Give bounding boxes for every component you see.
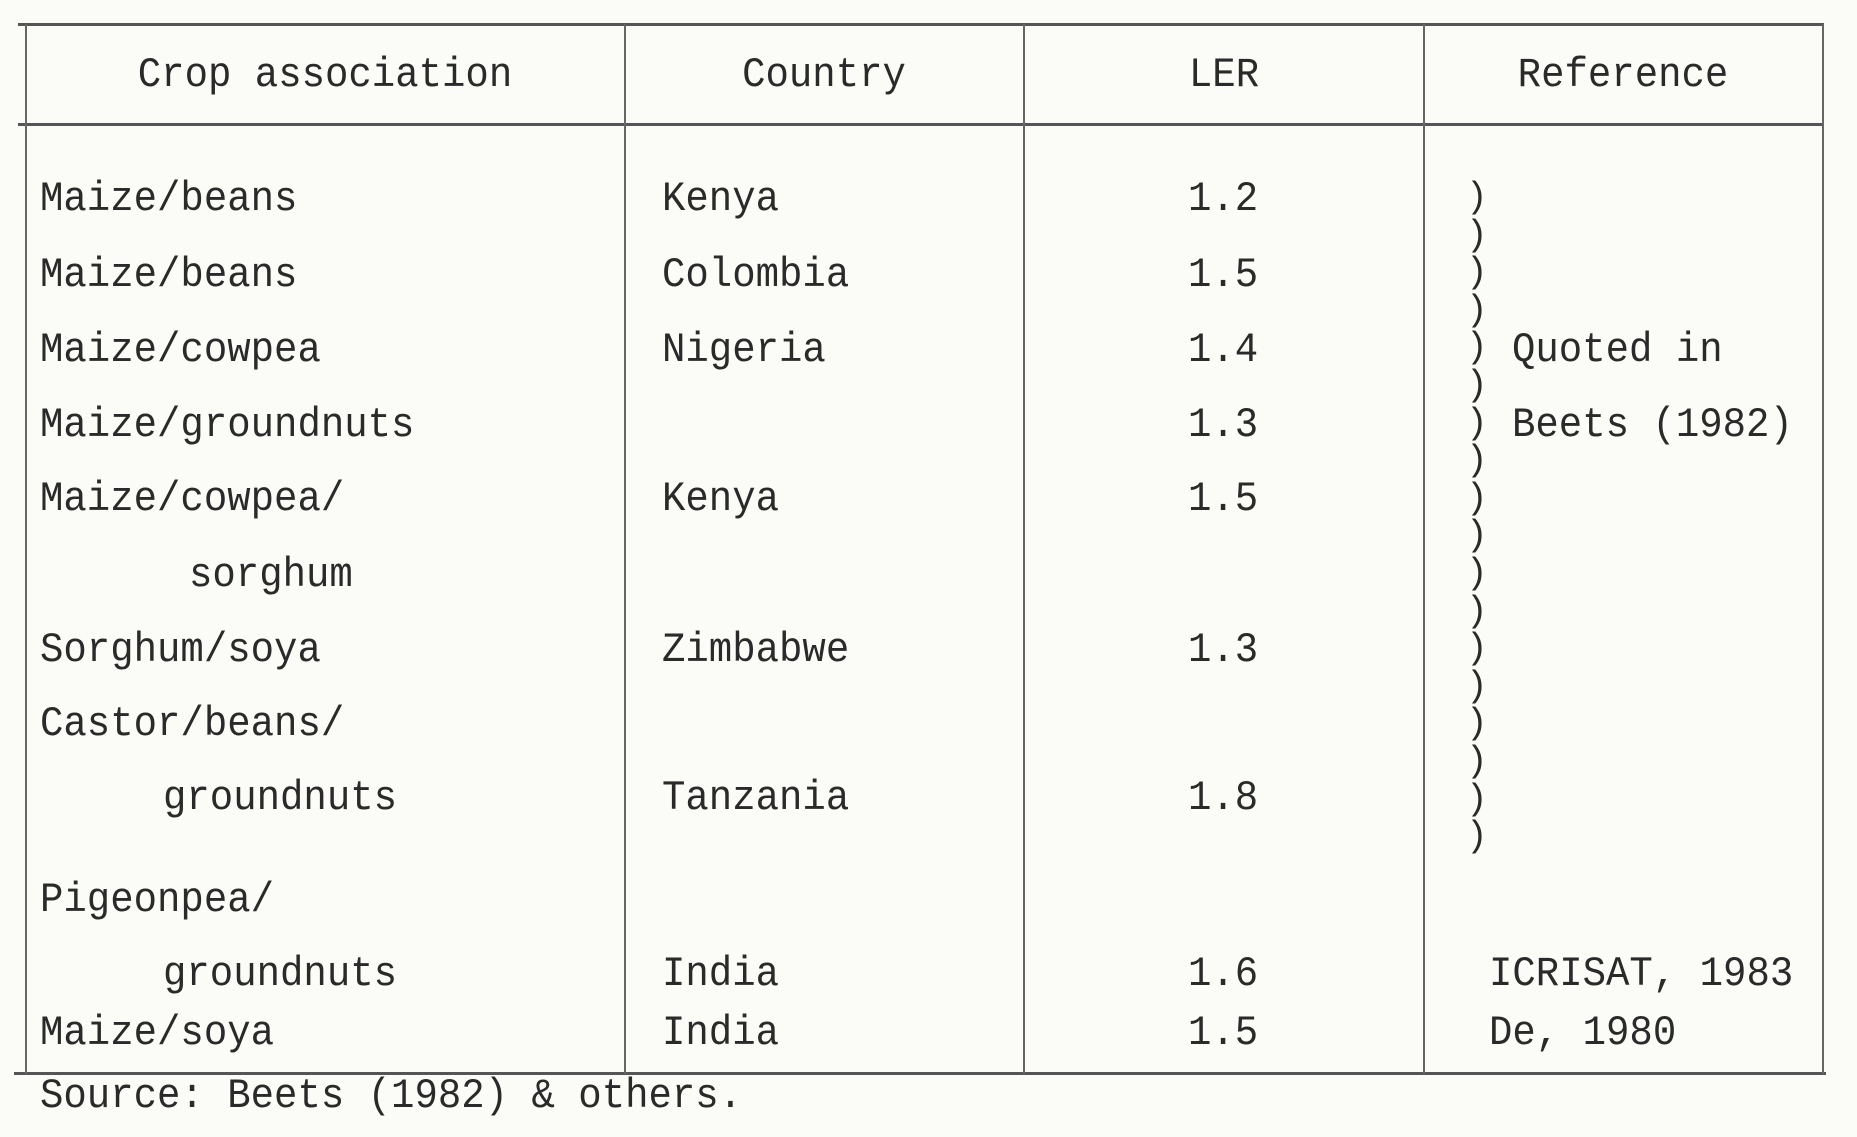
column-divider (1822, 24, 1824, 1074)
cell-crop: Maize/cowpea (40, 326, 321, 374)
bracket-glyph: ) (1466, 327, 1488, 369)
header-ler: LER (1188, 51, 1260, 99)
cell-crop: Pigeonpea/ (40, 876, 275, 924)
cell-country: Zimbabwe (662, 626, 850, 674)
bracket-glyph: ) (1466, 252, 1488, 294)
cell-country: Colombia (662, 251, 850, 299)
column-divider (1023, 24, 1025, 1074)
cell-ler: 1.5 (1188, 251, 1259, 299)
cell-country: Tanzania (662, 774, 850, 822)
cell-country: India (662, 950, 780, 998)
bracket-glyph: ) (1466, 590, 1488, 632)
bracket-glyph: ) (1466, 628, 1488, 670)
bracket-glyph: ) (1466, 665, 1488, 707)
column-divider (624, 24, 626, 1074)
header-reference: Reference (1517, 51, 1729, 99)
cell-ler: 1.5 (1188, 475, 1259, 523)
cell-reference: ICRISAT, 1983 (1489, 950, 1794, 998)
cell-crop-continued: sorghum (189, 551, 353, 599)
bracket-glyph: ) (1466, 816, 1488, 858)
bracket-glyph: ) (1466, 289, 1488, 331)
bracket-glyph: ) (1466, 214, 1488, 256)
table-top-rule (18, 23, 1824, 26)
bracket-glyph: ) (1466, 703, 1488, 745)
bracket-glyph: ) (1466, 553, 1488, 594)
cell-crop: Maize/beans (40, 175, 298, 223)
cell-crop: Sorghum/soya (40, 626, 321, 674)
bracket-glyph: ) (1466, 440, 1488, 482)
cell-ler: 1.3 (1188, 626, 1259, 674)
source-note: Source: Beets (1982) & others. (40, 1072, 743, 1120)
header-bottom-rule (18, 123, 1824, 126)
cell-crop: Maize/soya (40, 1009, 275, 1057)
cell-ler: 1.3 (1188, 401, 1259, 449)
cell-crop: Maize/groundnuts (40, 401, 415, 449)
cell-crop: Maize/cowpea/ (40, 475, 345, 523)
cell-ler: 1.4 (1188, 326, 1259, 374)
cell-crop: Maize/beans (40, 251, 298, 299)
cell-ler: 1.8 (1188, 774, 1259, 822)
group-reference-line-2: Beets (1982) (1512, 401, 1793, 449)
column-divider (25, 24, 27, 1074)
group-reference-line-1: Quoted in (1512, 326, 1723, 374)
header-crop-association: Crop association (137, 51, 513, 99)
cell-crop: Castor/beans/ (40, 700, 345, 748)
bracket-glyph: ) (1466, 741, 1488, 782)
cell-country: Nigeria (662, 326, 826, 374)
cell-ler: 1.2 (1188, 175, 1259, 223)
cell-crop-continued: groundnuts (163, 950, 398, 998)
cell-country: Kenya (662, 475, 780, 523)
column-divider (1423, 24, 1425, 1074)
cell-crop-continued: groundnuts (163, 774, 398, 822)
bracket-glyph: ) (1466, 778, 1488, 820)
cell-ler: 1.6 (1188, 950, 1259, 998)
header-country: Country (742, 51, 906, 99)
bracket-glyph: ) (1466, 515, 1488, 557)
table-bottom-rule (14, 1072, 1826, 1075)
bracket-glyph: ) (1466, 477, 1488, 519)
bracket-glyph: ) (1466, 402, 1488, 444)
bracket-glyph: ) (1466, 177, 1488, 218)
cell-country: Kenya (662, 175, 780, 223)
cell-reference: De, 1980 (1489, 1009, 1677, 1057)
cell-country: India (662, 1009, 780, 1057)
bracket-glyph: ) (1466, 365, 1488, 406)
cell-ler: 1.5 (1188, 1009, 1259, 1057)
